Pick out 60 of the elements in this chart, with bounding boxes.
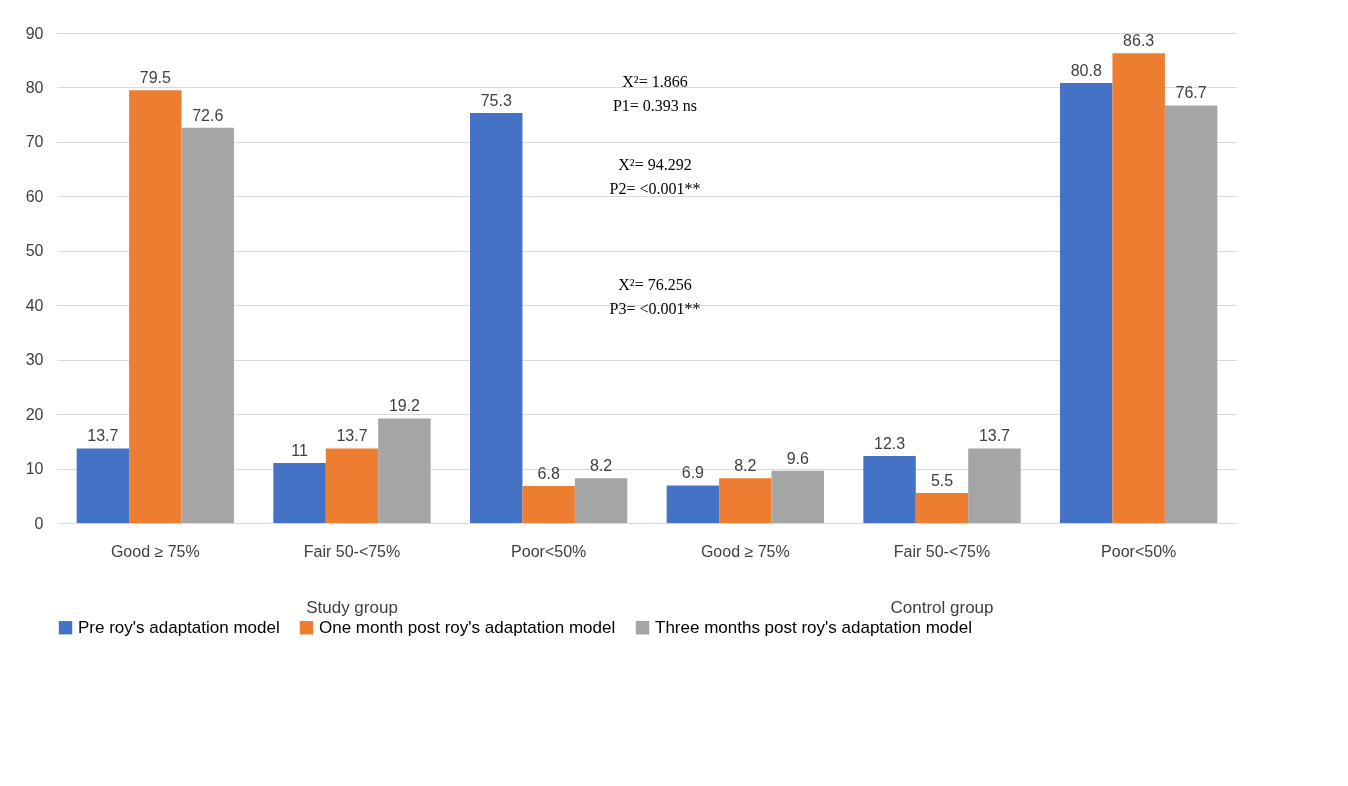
data-label: 13.7 <box>336 427 368 445</box>
data-label: 8.2 <box>734 457 757 475</box>
data-label: 13.7 <box>978 427 1011 445</box>
data-label: 75.3 <box>480 92 512 110</box>
legend-label: Three months post roy's adaptation model <box>655 617 972 637</box>
x-tick-label: Poor<50% <box>1101 542 1177 560</box>
data-label: 6.8 <box>537 464 560 482</box>
x-tick-label: Fair 50-<75% <box>303 542 401 560</box>
y-tick-label: 60 <box>25 187 44 205</box>
data-label: 79.5 <box>139 69 172 87</box>
data-label: 6.9 <box>681 464 705 482</box>
bar <box>378 418 431 523</box>
bar <box>522 485 575 523</box>
bar <box>1164 105 1218 523</box>
annotation: X²= 1.866 P1= 0.393 ns <box>612 73 698 114</box>
x-tick-label: Poor<50% <box>511 542 587 560</box>
x-tick-label: Good ≥ 75% <box>110 542 200 560</box>
bar <box>129 90 182 523</box>
bar <box>968 448 1021 523</box>
bar <box>1112 53 1165 523</box>
y-tick-label: 50 <box>25 242 44 260</box>
bar <box>325 448 379 523</box>
y-tick-label: 30 <box>25 351 44 369</box>
bar <box>771 470 824 523</box>
data-label: 80.8 <box>1070 62 1102 80</box>
bar <box>76 448 130 523</box>
x-tick-label: Fair 50-<75% <box>893 542 991 560</box>
bar <box>863 456 916 523</box>
bar <box>666 485 720 523</box>
data-label: 76.7 <box>1175 84 1207 102</box>
x-tick-label: Good ≥ 75% <box>700 542 790 560</box>
annotation: X²= 76.256 P3= <0.001** <box>609 275 701 317</box>
data-label: 5.5 <box>930 472 954 490</box>
y-tick-label: 0 <box>34 514 44 532</box>
text: Study group <box>306 598 398 617</box>
data-label: 86.3 <box>1123 32 1155 50</box>
data-label: 72.6 <box>192 106 224 124</box>
bar <box>181 127 234 523</box>
y-tick-label: 40 <box>25 296 44 314</box>
legend-label: One month post roy's adaptation model <box>319 617 616 637</box>
bar <box>273 463 326 523</box>
annotation: X²= 94.292 P2= <0.001** <box>609 156 701 198</box>
data-label: 8.2 <box>589 457 613 475</box>
data-label: 12.3 <box>873 435 906 453</box>
bar <box>574 478 628 523</box>
y-tick-label: 90 <box>25 24 44 42</box>
bar <box>470 113 523 523</box>
bar <box>719 478 772 523</box>
bar <box>915 493 969 523</box>
data-label: 11 <box>291 442 308 460</box>
text: Control group <box>890 598 994 617</box>
bar <box>1060 83 1113 523</box>
y-tick-label: 70 <box>25 133 44 151</box>
data-label: 9.6 <box>786 449 809 467</box>
legend-label: Pre roy's adaptation model <box>78 617 280 637</box>
data-label: 19.2 <box>388 397 421 415</box>
y-tick-label: 10 <box>25 460 44 478</box>
y-tick-label: 20 <box>25 405 44 423</box>
y-tick-label: 80 <box>25 78 44 96</box>
data-label: 13.7 <box>87 427 119 445</box>
